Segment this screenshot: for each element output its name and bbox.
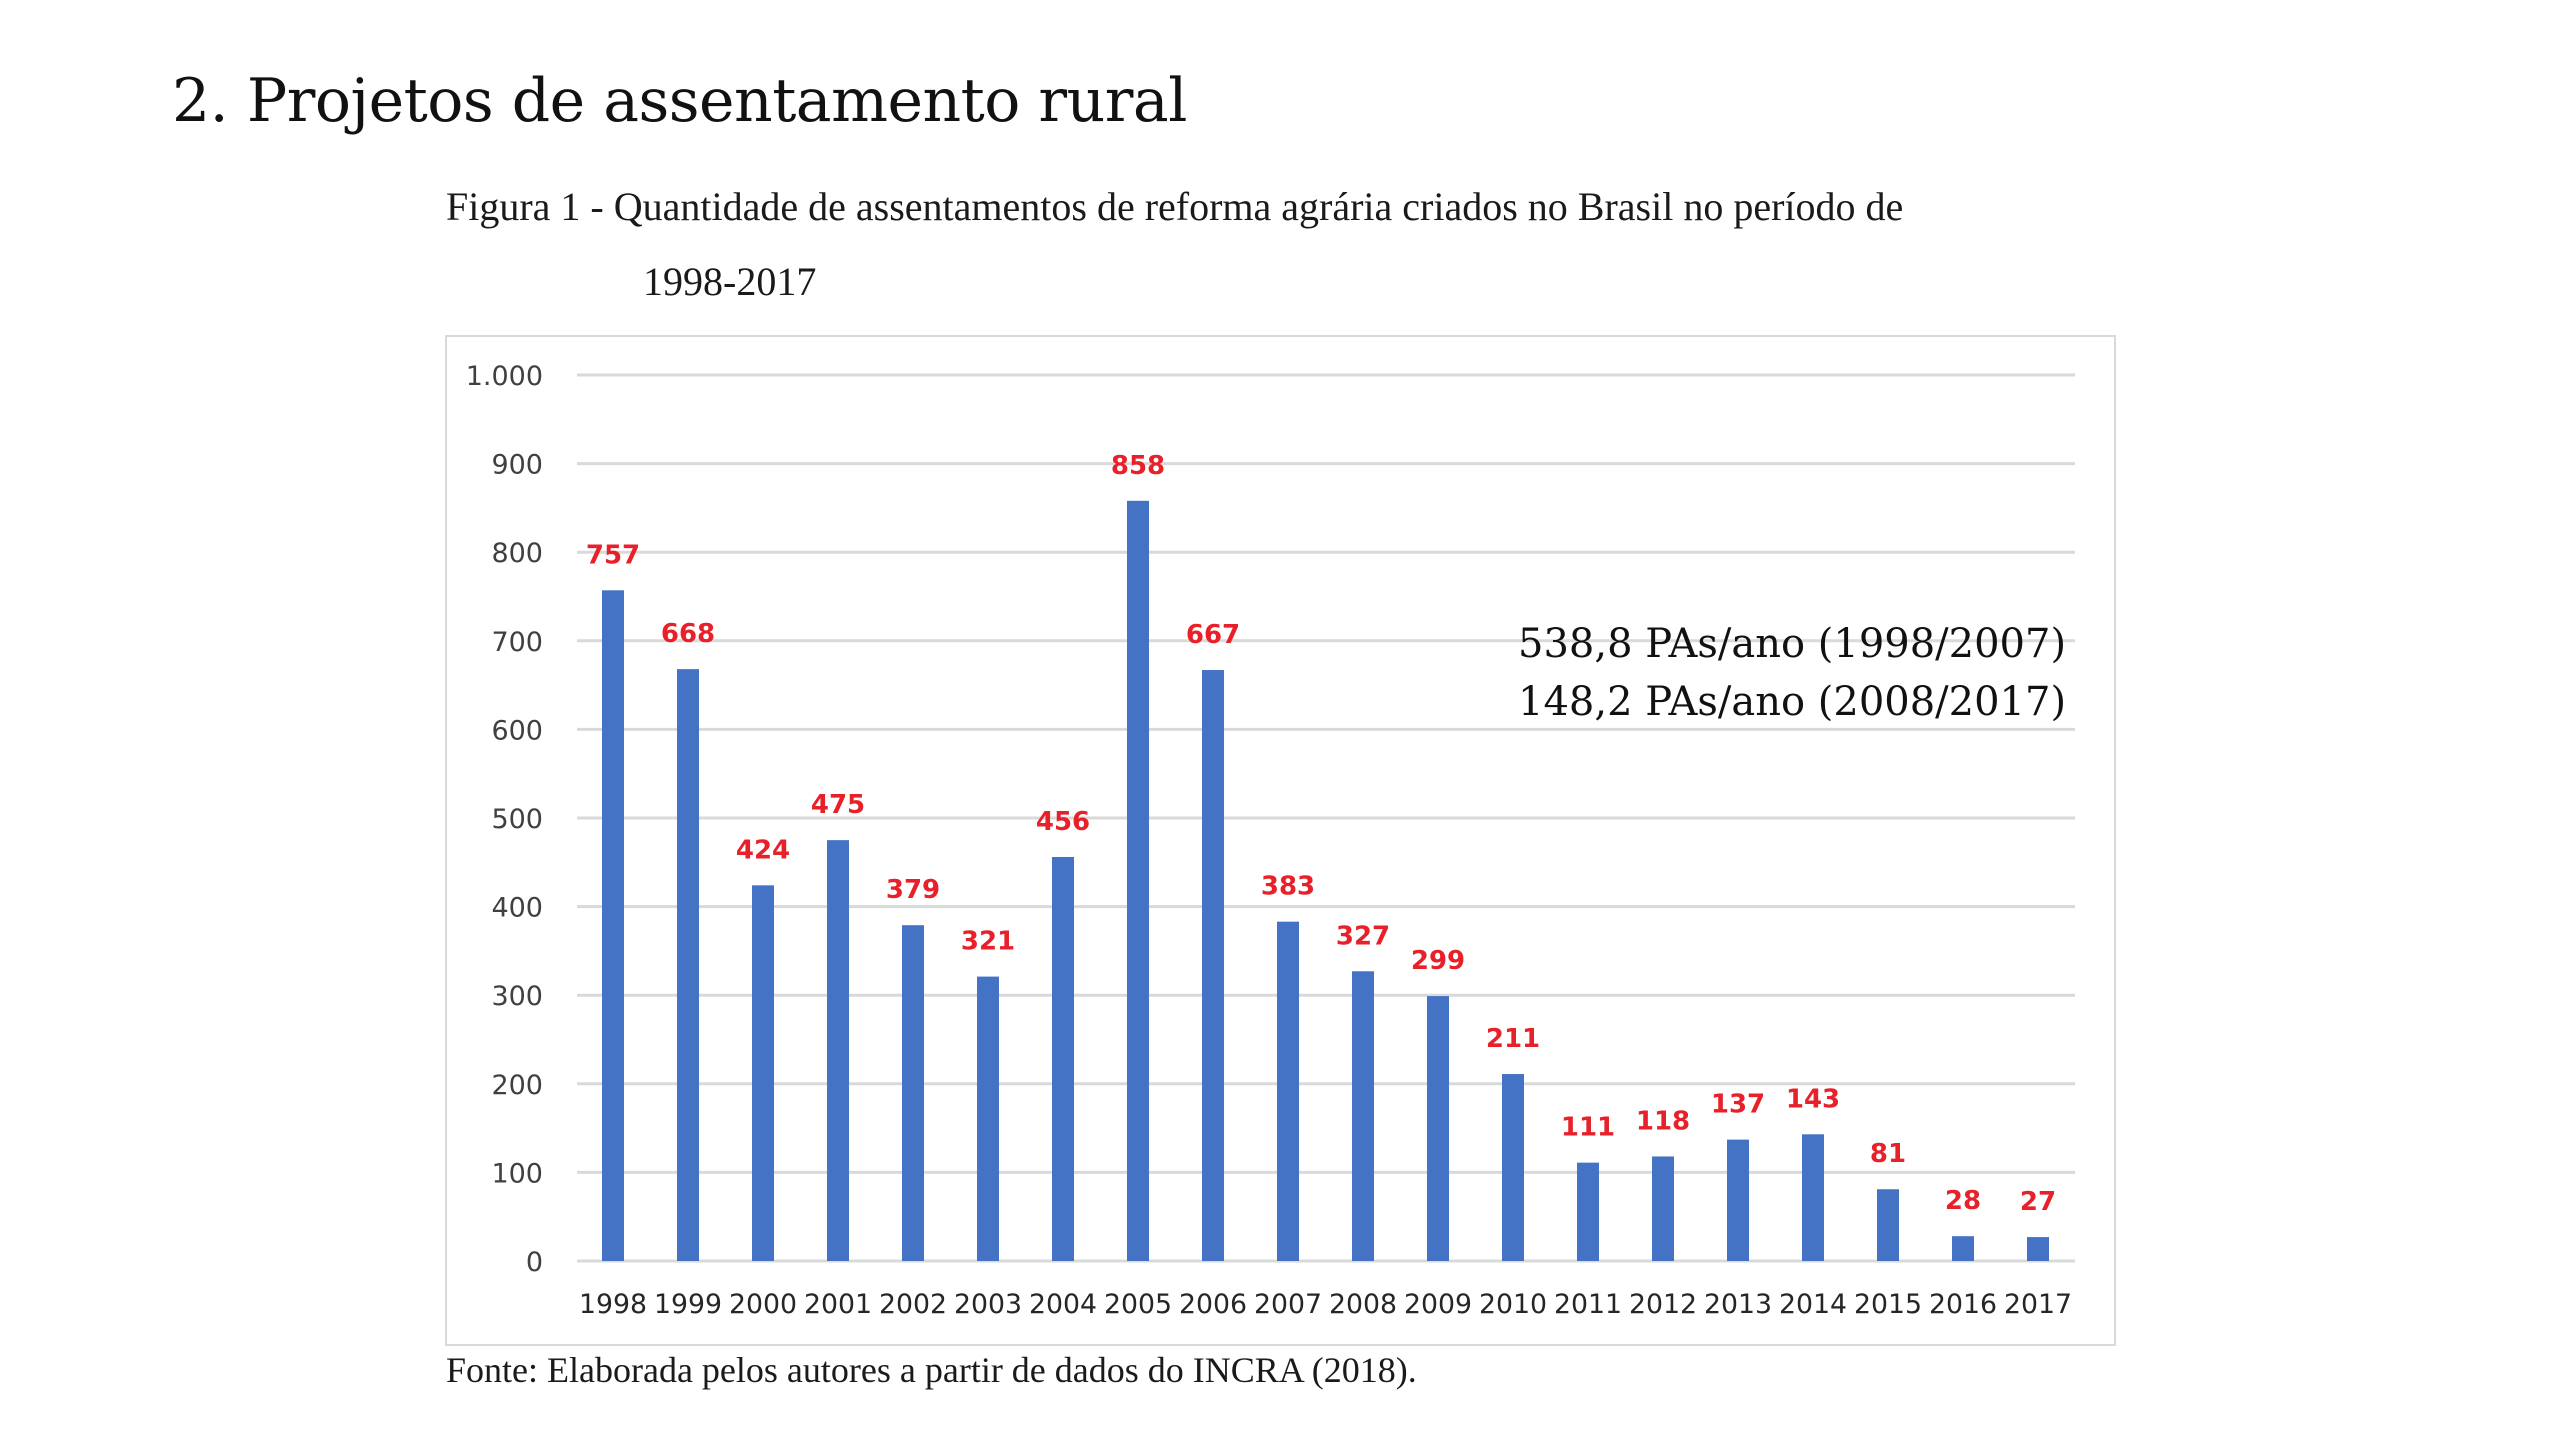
- x-tick-label-2007: 2007: [1254, 1289, 1322, 1320]
- figure-caption-line-1: Figura 1 - Quantidade de assentamentos d…: [446, 184, 1904, 229]
- x-tick-label-2000: 2000: [729, 1289, 797, 1320]
- x-tick-label-2003: 2003: [954, 1289, 1022, 1320]
- bars: [602, 500, 2049, 1261]
- x-tick-label-2013: 2013: [1704, 1289, 1772, 1320]
- bar-1998: [602, 590, 624, 1261]
- bar-2009: [1427, 996, 1449, 1261]
- data-label-2013: 137: [1711, 1090, 1765, 1120]
- slide-heading: 2. Projetos de assentamento rural: [172, 66, 1187, 136]
- x-tick-label-2012: 2012: [1629, 1289, 1697, 1320]
- data-label-2012: 118: [1636, 1106, 1690, 1136]
- data-label-2005: 858: [1111, 451, 1165, 481]
- y-tick-label: 800: [491, 538, 543, 569]
- bar-2011: [1577, 1162, 1599, 1261]
- y-tick-label: 600: [491, 715, 543, 746]
- bar-2010: [1502, 1074, 1524, 1261]
- bar-2004: [1052, 856, 1074, 1261]
- x-tick-label-2001: 2001: [804, 1289, 872, 1320]
- x-tick-label-2010: 2010: [1479, 1289, 1547, 1320]
- x-tick-label-2008: 2008: [1329, 1289, 1397, 1320]
- x-tick-label-2004: 2004: [1029, 1289, 1097, 1320]
- bar-2001: [827, 840, 849, 1261]
- data-label-2000: 424: [736, 835, 790, 865]
- y-tick-label: 100: [491, 1158, 543, 1189]
- data-label-2007: 383: [1261, 872, 1315, 902]
- y-tick-label: 700: [491, 627, 543, 658]
- y-tick-label: 200: [491, 1070, 543, 1101]
- y-axis-tick-labels: 0 100 200 300 400 500 600 700 800 900 1.000: [466, 361, 543, 1278]
- x-tick-label-2009: 2009: [1404, 1289, 1472, 1320]
- data-label-1998: 757: [586, 540, 640, 570]
- bar-2014: [1802, 1134, 1824, 1261]
- y-tick-label: 1.000: [466, 361, 543, 392]
- x-tick-label-2006: 2006: [1179, 1289, 1247, 1320]
- bar-2006: [1202, 670, 1224, 1261]
- bar-2012: [1652, 1156, 1674, 1261]
- data-label-2008: 327: [1336, 921, 1390, 951]
- figure-source: Fonte: Elaborada pelos autores a partir …: [446, 1350, 1417, 1390]
- y-tick-label: 900: [491, 450, 543, 481]
- data-label-2001: 475: [811, 790, 865, 820]
- data-label-2003: 321: [961, 927, 1015, 957]
- data-label-2009: 299: [1411, 946, 1465, 976]
- annotation-average-2008-2017: 148,2 PAs/ano (2008/2017): [1518, 679, 2067, 725]
- x-axis-tick-labels: 1998 1999 2000 2001 2002 2003 2004 2005 2006 2007…: [579, 1289, 2072, 1320]
- bar-2003: [977, 976, 999, 1261]
- bar-2008: [1352, 971, 1374, 1261]
- x-tick-label-2014: 2014: [1779, 1289, 1847, 1320]
- bar-2015: [1877, 1189, 1899, 1261]
- x-tick-label-2005: 2005: [1104, 1289, 1172, 1320]
- x-tick-label-1998: 1998: [579, 1289, 647, 1320]
- data-label-2002: 379: [886, 875, 940, 905]
- gridlines: [577, 373, 2075, 1263]
- bar-2000: [752, 885, 774, 1261]
- y-tick-label: 500: [491, 804, 543, 835]
- x-tick-label-2015: 2015: [1854, 1289, 1922, 1320]
- x-tick-label-2002: 2002: [879, 1289, 947, 1320]
- bar-2005: [1127, 500, 1149, 1261]
- x-tick-label-2017: 2017: [2004, 1289, 2072, 1320]
- data-label-2011: 111: [1561, 1113, 1615, 1143]
- y-tick-label: 300: [491, 981, 543, 1012]
- annotation-average-1998-2007: 538,8 PAs/ano (1998/2007): [1518, 621, 2067, 667]
- x-tick-label-2016: 2016: [1929, 1289, 1997, 1320]
- x-tick-label-1999: 1999: [654, 1289, 722, 1320]
- data-labels: 757 668 424 475 379 321 456 858 667 383 327 299 211 1…: [586, 451, 2056, 1217]
- x-tick-label-2011: 2011: [1554, 1289, 1622, 1320]
- bar-2016: [1952, 1236, 1974, 1261]
- bar-2013: [1727, 1139, 1749, 1261]
- bar-2017: [2027, 1237, 2049, 1261]
- data-label-2015: 81: [1870, 1139, 1906, 1169]
- bar-2002: [902, 925, 924, 1261]
- y-tick-label: 400: [491, 893, 543, 924]
- data-label-2014: 143: [1786, 1084, 1840, 1114]
- data-label-2006: 667: [1186, 620, 1240, 650]
- y-tick-label: 0: [526, 1247, 543, 1278]
- data-label-2010: 211: [1486, 1024, 1540, 1054]
- figure-caption-line-2: 1998-2017: [643, 259, 817, 304]
- bar-1999: [677, 669, 699, 1261]
- data-label-2016: 28: [1945, 1186, 1981, 1216]
- data-label-2017: 27: [2020, 1187, 2056, 1217]
- data-label-2004: 456: [1036, 807, 1090, 837]
- data-label-1999: 668: [661, 619, 715, 649]
- bar-2007: [1277, 921, 1299, 1261]
